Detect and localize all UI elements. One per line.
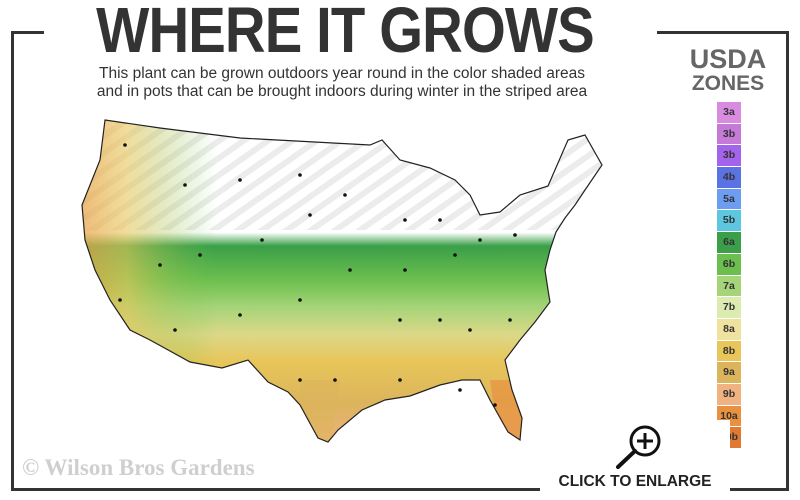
frame-bottom <box>11 488 789 491</box>
city-dot <box>308 213 312 217</box>
city-dot <box>123 143 127 147</box>
city-dot <box>158 263 162 267</box>
us-hardiness-map[interactable] <box>60 100 620 450</box>
subtitle-line-1: This plant can be grown outdoors year ro… <box>99 65 585 82</box>
zone-swatch-6b: 6b <box>717 253 741 275</box>
city-dot <box>438 318 442 322</box>
city-dot <box>468 328 472 332</box>
city-dots <box>118 143 517 407</box>
city-dot <box>298 378 302 382</box>
frame-right <box>786 31 789 491</box>
frame-top-left <box>11 31 44 34</box>
city-dot <box>298 173 302 177</box>
city-dot <box>453 253 457 257</box>
city-dot <box>238 313 242 317</box>
city-dot <box>398 318 402 322</box>
enlarge-label: CLICK TO ENLARGE <box>558 473 712 490</box>
zone-swatch-9a: 9a <box>717 362 741 383</box>
city-dot <box>438 218 442 222</box>
city-dot <box>173 328 177 332</box>
zone-swatch-6a: 6a <box>717 232 741 253</box>
city-dot <box>118 298 122 302</box>
zone-swatch-5a: 5a <box>717 188 741 210</box>
city-dot <box>398 378 402 382</box>
click-to-enlarge-button[interactable]: CLICK TO ENLARGE <box>540 420 730 495</box>
city-dot <box>238 178 242 182</box>
zone-swatch-3b: 3b <box>717 145 741 167</box>
zone-swatch-7b: 7b <box>717 297 741 318</box>
copyright-watermark: © Wilson Bros Gardens <box>22 455 255 480</box>
zone-swatch-3a: 3a <box>717 102 741 123</box>
subtitle-line-2: and in pots that can be brought indoors … <box>96 83 588 100</box>
zone-swatch-5b: 5b <box>717 210 741 232</box>
city-dot <box>403 268 407 272</box>
city-dot <box>513 233 517 237</box>
city-dot <box>260 238 264 242</box>
frame-left <box>11 31 14 491</box>
zone-swatch-7a: 7a <box>717 275 741 297</box>
city-dot <box>403 218 407 222</box>
zone-swatch-4b: 4b <box>717 167 741 188</box>
city-dot <box>343 193 347 197</box>
page-title: WHERE IT GROWS <box>96 0 595 66</box>
city-dot <box>458 388 462 392</box>
zoom-in-icon <box>616 425 661 469</box>
legend-title-line-2: ZONES <box>691 72 765 95</box>
zone-swatch-3b: 3b <box>717 123 741 145</box>
frame-top-right <box>657 31 789 34</box>
city-dot <box>493 403 497 407</box>
city-dot <box>478 238 482 242</box>
city-dot <box>183 183 187 187</box>
legend-title-line-1: USDA <box>689 44 767 74</box>
city-dot <box>348 268 352 272</box>
zone-swatch-9b: 9b <box>717 383 741 405</box>
city-dot <box>298 298 302 302</box>
zone-swatch-8a: 8a <box>717 318 741 340</box>
zone-legend: 3a3b3b4b5a5b6a6b7a7b8a8b9a9b10a10b <box>717 102 741 449</box>
map-fill <box>82 120 602 442</box>
city-dot <box>333 378 337 382</box>
city-dot <box>508 318 512 322</box>
legend-title: USDA ZONES <box>672 46 784 95</box>
zone-swatch-8b: 8b <box>717 340 741 362</box>
city-dot <box>198 253 202 257</box>
